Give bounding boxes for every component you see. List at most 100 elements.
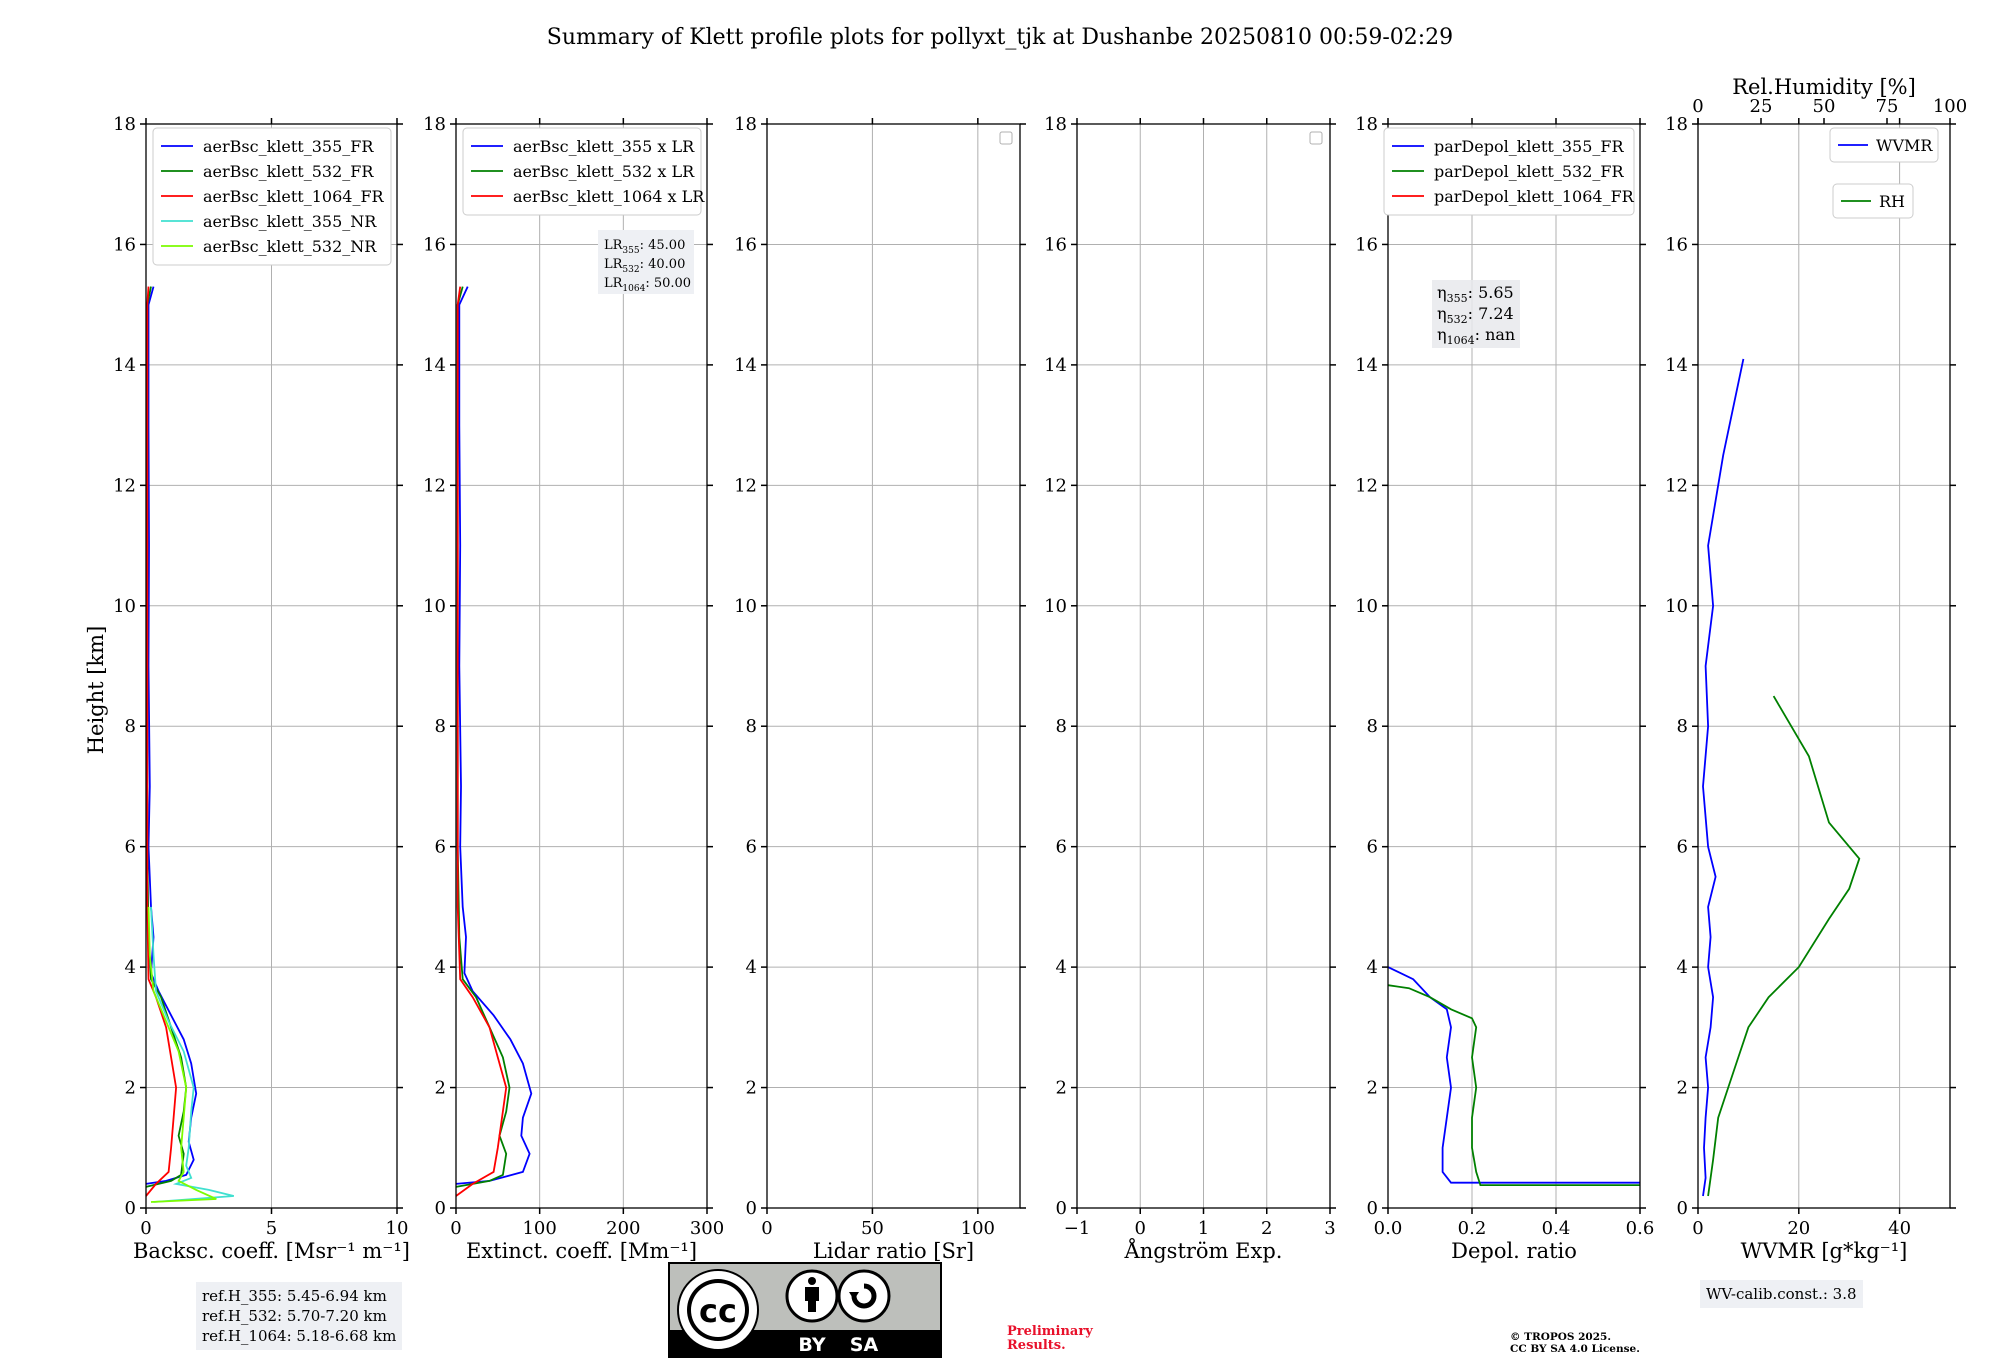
- y-tick-label: 6: [435, 837, 446, 858]
- y-tick-label: 14: [1355, 355, 1378, 376]
- y-tick-label: 8: [435, 716, 446, 737]
- share-alike-icon: [837, 1269, 891, 1323]
- preliminary-note: Preliminary Results.: [1007, 1325, 1093, 1353]
- legend-label: aerBsc_klett_1064 x LR: [513, 187, 705, 206]
- top-x-axis-label: Rel.Humidity [%]: [1732, 75, 1916, 99]
- preliminary-line-2: Results.: [1007, 1338, 1066, 1353]
- wv-calibration-box: WV-calib.const.: 3.8: [1700, 1280, 1863, 1308]
- ref-height-532: ref.H_532: 5.70-7.20 km: [202, 1307, 387, 1325]
- top-x-tick-label: 75: [1876, 96, 1899, 117]
- series-line-aerBsc_klett_532_NR: [147, 906, 217, 1203]
- y-tick-label: 0: [1056, 1198, 1067, 1219]
- x-tick-label: 0.4: [1542, 1218, 1571, 1239]
- legend-box: [152, 127, 392, 266]
- y-tick-label: 6: [125, 837, 136, 858]
- y-tick-label: 14: [1044, 355, 1067, 376]
- x-tick-label: 200: [606, 1218, 640, 1239]
- y-tick-label: 10: [1044, 596, 1067, 617]
- legend-label: aerBsc_klett_1064_FR: [203, 187, 385, 206]
- series-line-aerBsc_klett_355 x LR: [455, 286, 533, 1185]
- x-tick-label: 0: [450, 1218, 461, 1239]
- height-axis-label: Height [km]: [84, 626, 108, 755]
- y-tick-label: 0: [1367, 1198, 1378, 1219]
- lidar-ratio-value: LR532: 40.00: [604, 257, 685, 275]
- y-tick-label: 2: [1677, 1078, 1688, 1099]
- series-line-aerBsc_klett_532_FR: [145, 286, 188, 1188]
- x-tick-label: 100: [522, 1218, 556, 1239]
- axes-frame: [766, 123, 1021, 1209]
- x-tick-label: 3: [1324, 1218, 1335, 1239]
- copyright-line-2: CC BY SA 4.0 License.: [1510, 1343, 1640, 1355]
- series-line-parDepol_klett_532_FR: [1387, 984, 1640, 1186]
- y-tick-label: 4: [1367, 957, 1378, 978]
- eta-value: η1064: nan: [1437, 325, 1515, 347]
- series-line-RH: [1707, 695, 1861, 1197]
- y-tick-label: 10: [113, 596, 136, 617]
- legend-box: [1383, 127, 1635, 216]
- y-tick-label: 16: [1665, 234, 1688, 255]
- x-tick-label: 40: [1888, 1218, 1911, 1239]
- y-tick-label: 4: [746, 957, 757, 978]
- x-tick-label: 100: [961, 1218, 995, 1239]
- y-tick-label: 4: [1677, 957, 1688, 978]
- y-tick-label: 0: [125, 1198, 136, 1219]
- lidar-ratio-box: [598, 230, 694, 294]
- y-tick-label: 2: [746, 1078, 757, 1099]
- y-tick-label: 0: [435, 1198, 446, 1219]
- y-tick-label: 18: [1044, 114, 1067, 135]
- x-axis-label: Lidar ratio [Sr]: [813, 1239, 974, 1263]
- lidar-ratio-value: LR355: 45.00: [604, 238, 685, 256]
- y-tick-label: 8: [125, 716, 136, 737]
- y-tick-label: 6: [1056, 837, 1067, 858]
- y-tick-label: 14: [1665, 355, 1688, 376]
- axes-frame: [1387, 123, 1641, 1209]
- y-tick-label: 18: [1355, 114, 1378, 135]
- x-tick-label: 20: [1787, 1218, 1810, 1239]
- y-tick-label: 12: [1355, 475, 1378, 496]
- axes-frame: [1697, 123, 1951, 1209]
- x-tick-label: 50: [861, 1218, 884, 1239]
- x-axis-label: Ångström Exp.: [1124, 1238, 1283, 1263]
- y-tick-label: 8: [1367, 716, 1378, 737]
- copyright-note: © TROPOS 2025. CC BY SA 4.0 License.: [1510, 1331, 1640, 1355]
- x-tick-label: 5: [266, 1218, 277, 1239]
- x-tick-label: 10: [386, 1218, 409, 1239]
- y-tick-label: 8: [746, 716, 757, 737]
- y-tick-label: 12: [423, 475, 446, 496]
- y-tick-label: 8: [1056, 716, 1067, 737]
- x-tick-label: 0.0: [1374, 1218, 1403, 1239]
- y-tick-label: 16: [1355, 234, 1378, 255]
- x-tick-label: 2: [1261, 1218, 1272, 1239]
- y-tick-label: 4: [435, 957, 446, 978]
- y-tick-label: 14: [113, 355, 136, 376]
- series-line-aerBsc_klett_355_FR: [145, 286, 198, 1185]
- y-tick-label: 18: [423, 114, 446, 135]
- y-tick-label: 14: [423, 355, 446, 376]
- y-tick-label: 10: [1355, 596, 1378, 617]
- y-tick-label: 4: [1056, 957, 1067, 978]
- y-tick-label: 2: [1367, 1078, 1378, 1099]
- series-line-parDepol_klett_355_FR: [1387, 966, 1640, 1184]
- y-tick-label: 4: [125, 957, 136, 978]
- legend-label: parDepol_klett_532_FR: [1434, 162, 1625, 181]
- figure-title: Summary of Klett profile plots for polly…: [547, 25, 1453, 50]
- legend-box: [462, 127, 702, 216]
- series-line-aerBsc_klett_1064 x LR: [455, 286, 508, 1197]
- legend-label: aerBsc_klett_355_FR: [203, 137, 374, 156]
- x-tick-label: 0: [1692, 1218, 1703, 1239]
- x-tick-label: 0.6: [1626, 1218, 1655, 1239]
- y-tick-label: 16: [423, 234, 446, 255]
- y-tick-label: 10: [423, 596, 446, 617]
- series-line-aerBsc_klett_355_NR: [150, 906, 235, 1203]
- empty-legend: [1309, 131, 1323, 145]
- x-axis-label: WVMR [g*kg⁻¹]: [1741, 1239, 1908, 1263]
- series-line-aerBsc_klett_1064_FR: [145, 286, 178, 1197]
- x-tick-label: 0.2: [1458, 1218, 1487, 1239]
- legend-label: aerBsc_klett_532_FR: [203, 162, 374, 181]
- y-tick-label: 12: [734, 475, 757, 496]
- empty-legend: [999, 131, 1013, 145]
- y-tick-label: 12: [1044, 475, 1067, 496]
- y-tick-label: 6: [746, 837, 757, 858]
